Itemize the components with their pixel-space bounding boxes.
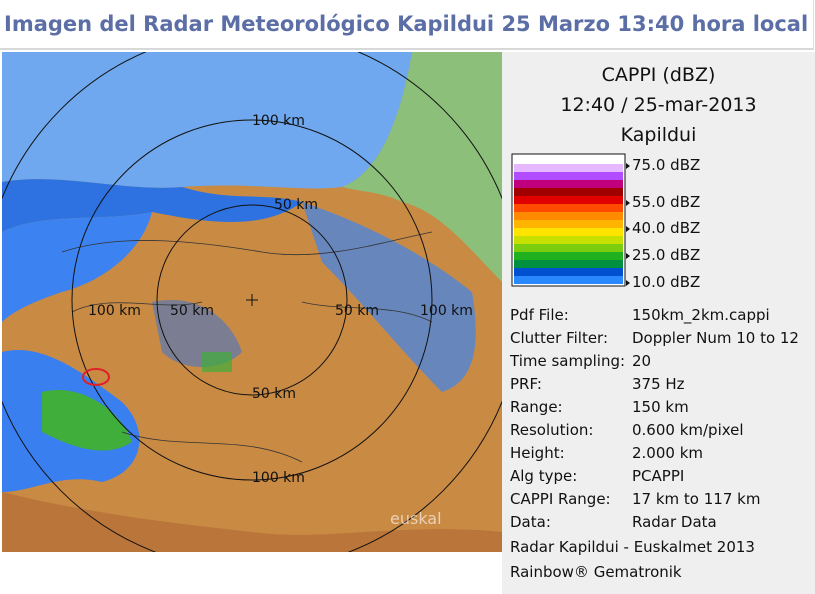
legend-label: 25.0 dBZ <box>632 246 701 264</box>
info-key: Range: <box>510 398 563 416</box>
info-value: 375 Hz <box>632 375 685 393</box>
info-panel: CAPPI (dBZ) 12:40 / 25-mar-2013 Kapildui… <box>502 52 815 594</box>
scale-band <box>514 236 623 244</box>
info-value: 0.600 km/pixel <box>632 421 744 439</box>
info-value: PCAPPI <box>632 467 685 485</box>
scale-band <box>514 244 623 252</box>
range-label: 50 km <box>170 303 214 319</box>
info-key: Height: <box>510 444 565 462</box>
info-key: Resolution: <box>510 421 594 439</box>
scale-band <box>514 172 623 180</box>
info-value: 150km_2km.cappi <box>632 306 770 324</box>
info-key: Data: <box>510 513 551 531</box>
time: 12:40 / 25-mar-2013 <box>560 94 757 116</box>
info-key: Clutter Filter: <box>510 329 609 347</box>
radar-map: euskal 100 km 50 km 100 km 50 km 50 km 100 km… <box>2 52 502 552</box>
color-scale <box>511 153 630 287</box>
info-key: CAPPI Range: <box>510 490 611 508</box>
legend-label: 10.0 dBZ <box>632 273 701 291</box>
scale-pointer <box>626 253 630 259</box>
range-label: 50 km <box>274 197 318 213</box>
range-label: 100 km <box>252 470 305 486</box>
scale-band <box>514 228 623 236</box>
info-key: Alg type: <box>510 467 578 485</box>
scale-band <box>514 268 623 276</box>
scale-band <box>514 164 623 172</box>
title: Imagen del Radar Meteorológico Kapildui … <box>4 12 809 36</box>
info-value: 20 <box>632 352 652 370</box>
title-bar: Imagen del Radar Meteorológico Kapildui … <box>0 0 814 50</box>
legend-label: 55.0 dBZ <box>632 193 701 211</box>
legend-label: 75.0 dBZ <box>632 156 701 174</box>
scale-band <box>514 156 623 164</box>
scale-band <box>514 196 623 204</box>
watermark: euskal <box>390 509 442 528</box>
scale-band <box>514 220 623 228</box>
info-value: 17 km to 117 km <box>632 490 761 508</box>
scale-band <box>514 252 623 260</box>
info-key: Time sampling: <box>510 352 626 370</box>
scale-band <box>514 188 623 196</box>
info-value: Doppler Num 10 to 12 <box>632 329 799 347</box>
footer-line: Rainbow® Gematronik <box>510 563 682 581</box>
site: Kapildui <box>620 124 697 146</box>
range-label: 100 km <box>420 303 473 319</box>
range-label: 100 km <box>88 303 141 319</box>
range-label: 50 km <box>252 386 296 402</box>
scale-pointer <box>626 226 630 232</box>
scale-pointer <box>626 280 630 286</box>
info-value: Radar Data <box>632 513 717 531</box>
scale-band <box>514 204 623 212</box>
scale-band <box>514 212 623 220</box>
legend-label: 40.0 dBZ <box>632 219 701 237</box>
scale-band <box>514 180 623 188</box>
info-key: PRF: <box>510 375 542 393</box>
range-label: 50 km <box>335 303 379 319</box>
scale-pointer <box>626 163 630 169</box>
info-value: 2.000 km <box>632 444 704 462</box>
footer-line: Radar Kapildui - Euskalmet 2013 <box>510 538 755 556</box>
range-label: 100 km <box>252 113 305 129</box>
scale-band <box>514 260 623 268</box>
product: CAPPI (dBZ) <box>601 64 716 86</box>
info-value: 150 km <box>632 398 689 416</box>
scale-pointer <box>626 200 630 206</box>
scale-band <box>514 276 623 284</box>
info-key: Pdf File: <box>510 306 569 324</box>
